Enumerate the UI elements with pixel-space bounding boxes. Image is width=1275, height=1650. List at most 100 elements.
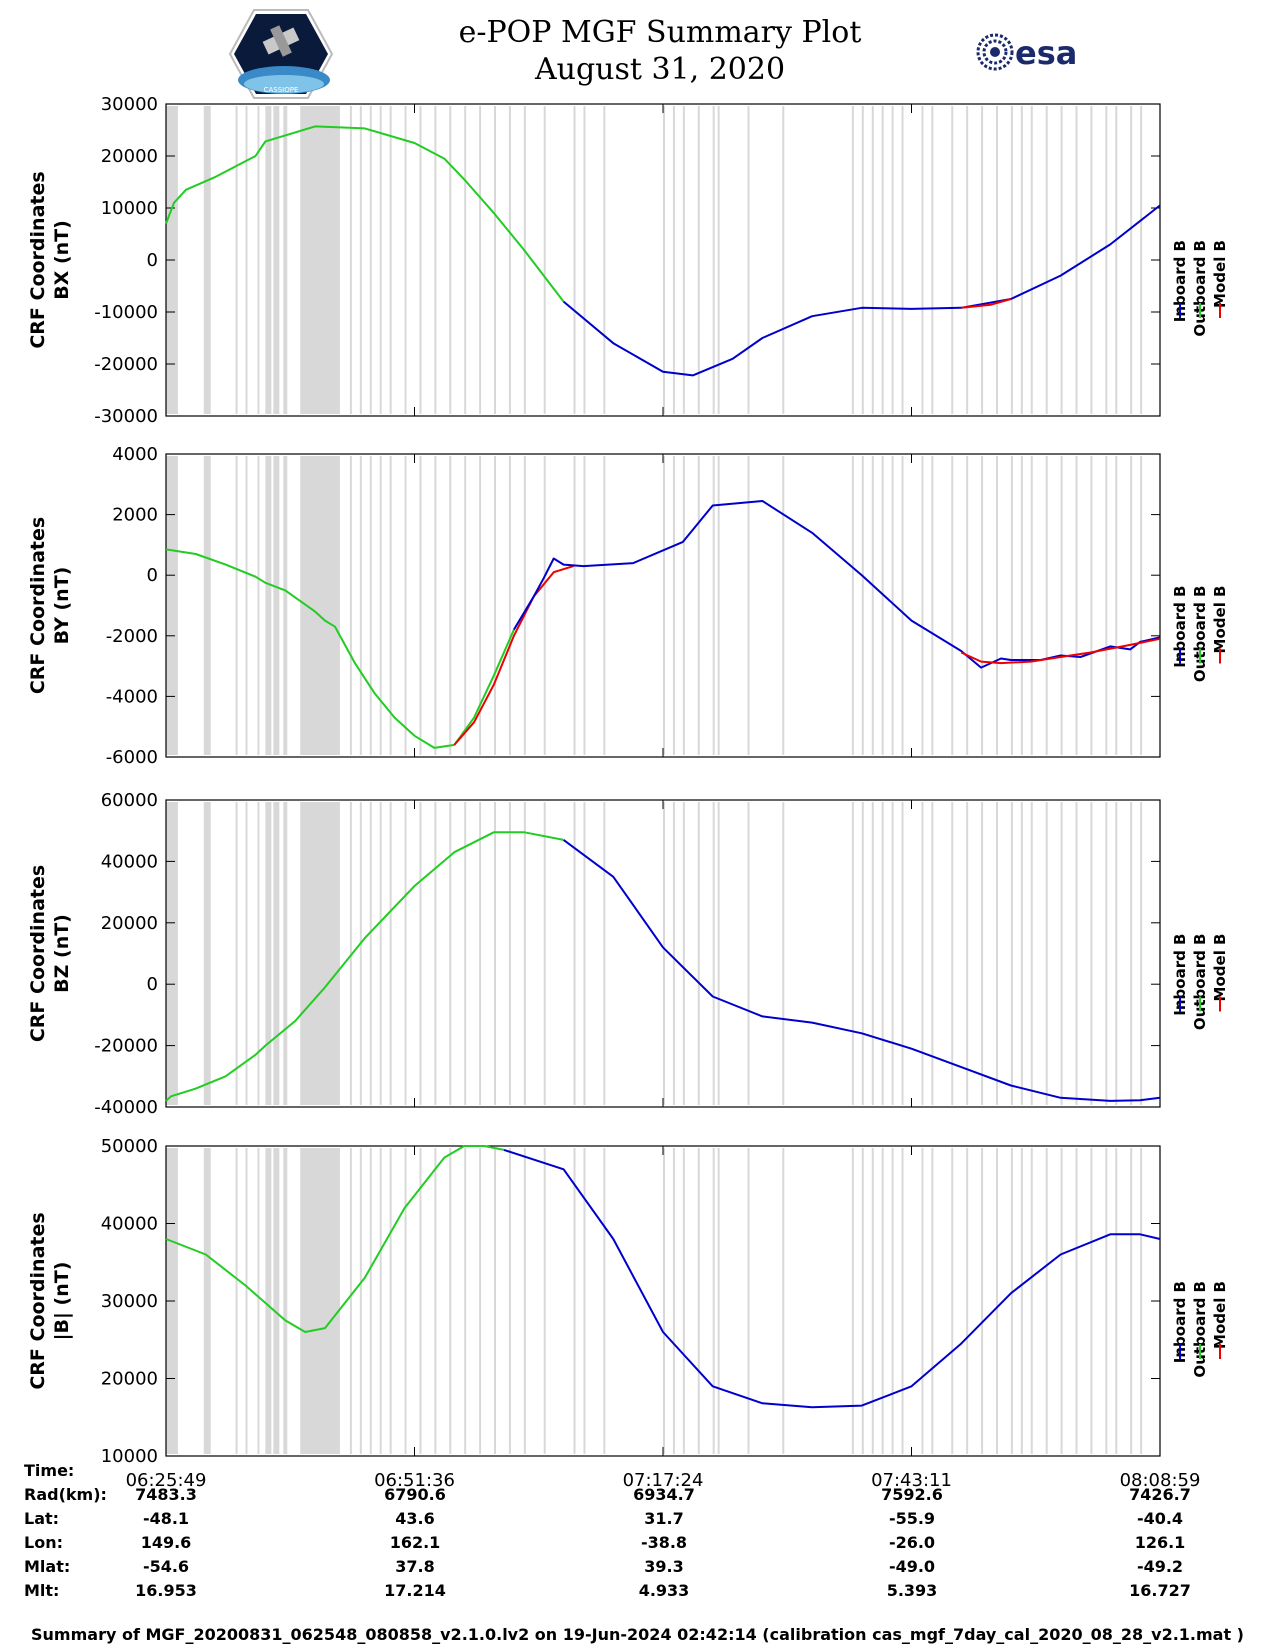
data-gap-band	[901, 106, 904, 414]
data-gap-band	[235, 1148, 238, 1454]
data-gap-band	[1030, 802, 1033, 1105]
data-gap-band	[1090, 1148, 1093, 1454]
data-gap-band	[479, 1148, 482, 1454]
ephemeris-value: 37.8	[395, 1557, 435, 1576]
ephemeris-value: 162.1	[389, 1533, 441, 1552]
data-gap-band	[1130, 106, 1133, 414]
data-gap-band	[257, 1148, 260, 1454]
data-gap-band	[300, 106, 340, 414]
data-gap-band	[349, 456, 352, 755]
data-gap-band	[434, 802, 437, 1105]
data-gap-band	[891, 1148, 894, 1454]
data-gap-band	[697, 106, 700, 414]
data-gap-band	[1010, 456, 1013, 755]
ephemeris-value: -38.8	[640, 1533, 688, 1552]
data-gap-band	[782, 106, 785, 414]
data-gap-band	[851, 1148, 854, 1454]
data-gap-band	[283, 106, 288, 414]
data-gap-band	[583, 802, 586, 1105]
data-gap-band	[871, 106, 874, 414]
data-gap-band	[404, 1148, 407, 1454]
bx-legend-label: Inboard B	[1171, 240, 1189, 322]
data-gap-band	[1030, 1148, 1033, 1454]
data-gap-band	[379, 802, 382, 1105]
bmag-legend-label: Inboard B	[1171, 1281, 1189, 1363]
data-gap-band	[1010, 106, 1013, 414]
data-gap-band	[245, 456, 248, 755]
data-gap-band	[389, 106, 392, 414]
data-gap-band	[1105, 106, 1108, 414]
xtick-label: 06:25:49	[126, 1470, 207, 1491]
data-gap-band	[717, 456, 720, 755]
ephemeris-value: -40.4	[1136, 1509, 1184, 1528]
data-gap-band	[523, 106, 526, 414]
ephemeris-row: Mlt: 16.953 17.214 4.933 5.393 16.727	[0, 1581, 1275, 1605]
data-gap-band	[265, 802, 272, 1105]
data-gap-band	[583, 106, 586, 414]
ephemeris-value: 17.214	[384, 1581, 446, 1600]
data-gap-band	[717, 106, 720, 414]
data-gap-band	[891, 802, 894, 1105]
data-gap-band	[166, 456, 178, 755]
data-gap-band	[901, 456, 904, 755]
data-gap-band	[404, 456, 407, 755]
data-gap-band	[273, 1148, 280, 1454]
data-gap-band	[523, 456, 526, 755]
data-gap-band	[464, 802, 467, 1105]
data-gap-band	[369, 802, 372, 1105]
data-gap-band	[583, 456, 586, 755]
data-gap-band	[1045, 456, 1048, 755]
ephemeris-row-label: Time:	[24, 1461, 75, 1480]
by-legend-label: Outboard B	[1191, 586, 1209, 683]
bmag-legend-label: Model B	[1211, 1281, 1229, 1349]
data-gap-band	[379, 456, 382, 755]
data-gap-band	[782, 456, 785, 755]
data-gap-band	[434, 456, 437, 755]
data-gap-band	[265, 106, 272, 414]
bz-ylabel-line2: BZ (nT)	[51, 914, 73, 993]
data-gap-band	[672, 106, 675, 414]
by-series-model	[453, 565, 574, 746]
data-gap-band	[861, 106, 864, 414]
data-gap-band	[921, 1148, 924, 1454]
data-gap-band	[464, 1148, 467, 1454]
ephemeris-value: 149.6	[140, 1533, 192, 1552]
data-gap-band	[257, 802, 260, 1105]
by-ytick-label: -2000	[106, 626, 158, 647]
data-gap-band	[494, 456, 497, 755]
data-gap-band	[921, 456, 924, 755]
data-gap-band	[389, 802, 392, 1105]
data-gap-band	[747, 106, 750, 414]
data-gap-band	[663, 456, 665, 755]
data-gap-band	[1105, 456, 1108, 755]
bz-ytick-label: 0	[147, 974, 158, 995]
data-gap-band	[203, 106, 211, 414]
data-gap-band	[203, 456, 211, 755]
data-gap-band	[881, 1148, 884, 1454]
data-gap-band	[1075, 802, 1078, 1105]
data-gap-band	[235, 456, 238, 755]
data-gap-band	[747, 456, 750, 755]
data-gap-band	[1130, 456, 1133, 755]
data-gap-band	[203, 802, 211, 1105]
data-gap-band	[1045, 802, 1048, 1105]
xtick-label: 07:17:24	[623, 1470, 704, 1491]
data-gap-band	[479, 456, 482, 755]
data-gap-band	[1075, 1148, 1078, 1454]
data-gap-band	[523, 802, 526, 1105]
data-gap-band	[379, 106, 382, 414]
data-gap-band	[349, 106, 352, 414]
data-gap-band	[697, 802, 700, 1105]
data-gap-band	[300, 1148, 340, 1454]
bmag-ytick-label: 10000	[101, 1446, 158, 1467]
bz-ytick-label: -40000	[94, 1097, 158, 1118]
data-gap-band	[995, 802, 998, 1105]
data-gap-band	[966, 802, 969, 1105]
data-gap-band	[861, 456, 864, 755]
data-gap-band	[573, 106, 576, 414]
ephemeris-value: 5.393	[886, 1581, 938, 1600]
ephemeris-row-label: Lon:	[24, 1533, 63, 1552]
bz-ylabel-line1: CRF Coordinates	[27, 865, 49, 1042]
data-gap-band	[712, 802, 715, 1105]
